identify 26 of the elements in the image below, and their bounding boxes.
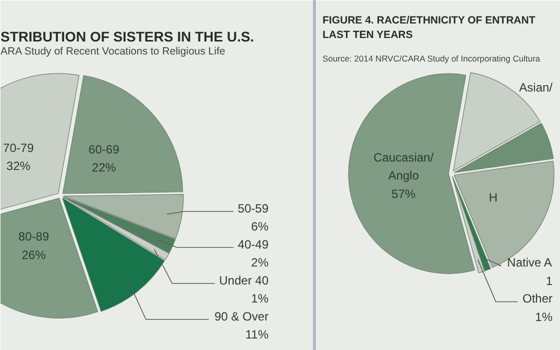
- slice-label: 50-59: [238, 201, 269, 216]
- data-label: 1%: [251, 291, 269, 306]
- chart-subtitle: ARA Study of Recent Vocations to Religious Life: [0, 46, 226, 58]
- chart-title: FIGURE 4. RACE/ETHNICITY OF ENTRANT LAST TEN YEARS: [322, 14, 536, 41]
- slice-label: 40-49: [238, 237, 269, 252]
- slice-label: H: [488, 190, 498, 204]
- slice-label: Other: [522, 292, 553, 306]
- slice-label: 70-79: [3, 140, 34, 155]
- data-label: 2%: [251, 255, 269, 270]
- data-label: 57%: [392, 186, 416, 201]
- data-label: 1: [546, 274, 553, 288]
- data-label: 26%: [22, 248, 46, 262]
- data-label: 6%: [251, 219, 269, 234]
- data-label: 1%: [535, 310, 553, 324]
- slice-label: Caucasian/ Anglo: [374, 150, 434, 183]
- slice-label: 60-69: [88, 142, 120, 156]
- slice-label: Native A: [507, 256, 552, 270]
- slice-label: Under 40: [219, 273, 269, 288]
- data-label: 11%: [245, 327, 269, 342]
- data-label: 32%: [6, 159, 31, 174]
- chart-title: STRIBUTION OF SISTERS IN THE U.S.: [0, 28, 254, 44]
- slice-label: Asian/: [519, 80, 554, 95]
- data-label: 22%: [92, 160, 116, 175]
- slice-label: 80-89: [18, 230, 50, 244]
- chart-subtitle: Source: 2014 NRVC/CARA Study of Incorporating Cultura: [322, 54, 540, 64]
- slice-label: 90 & Over: [214, 309, 269, 324]
